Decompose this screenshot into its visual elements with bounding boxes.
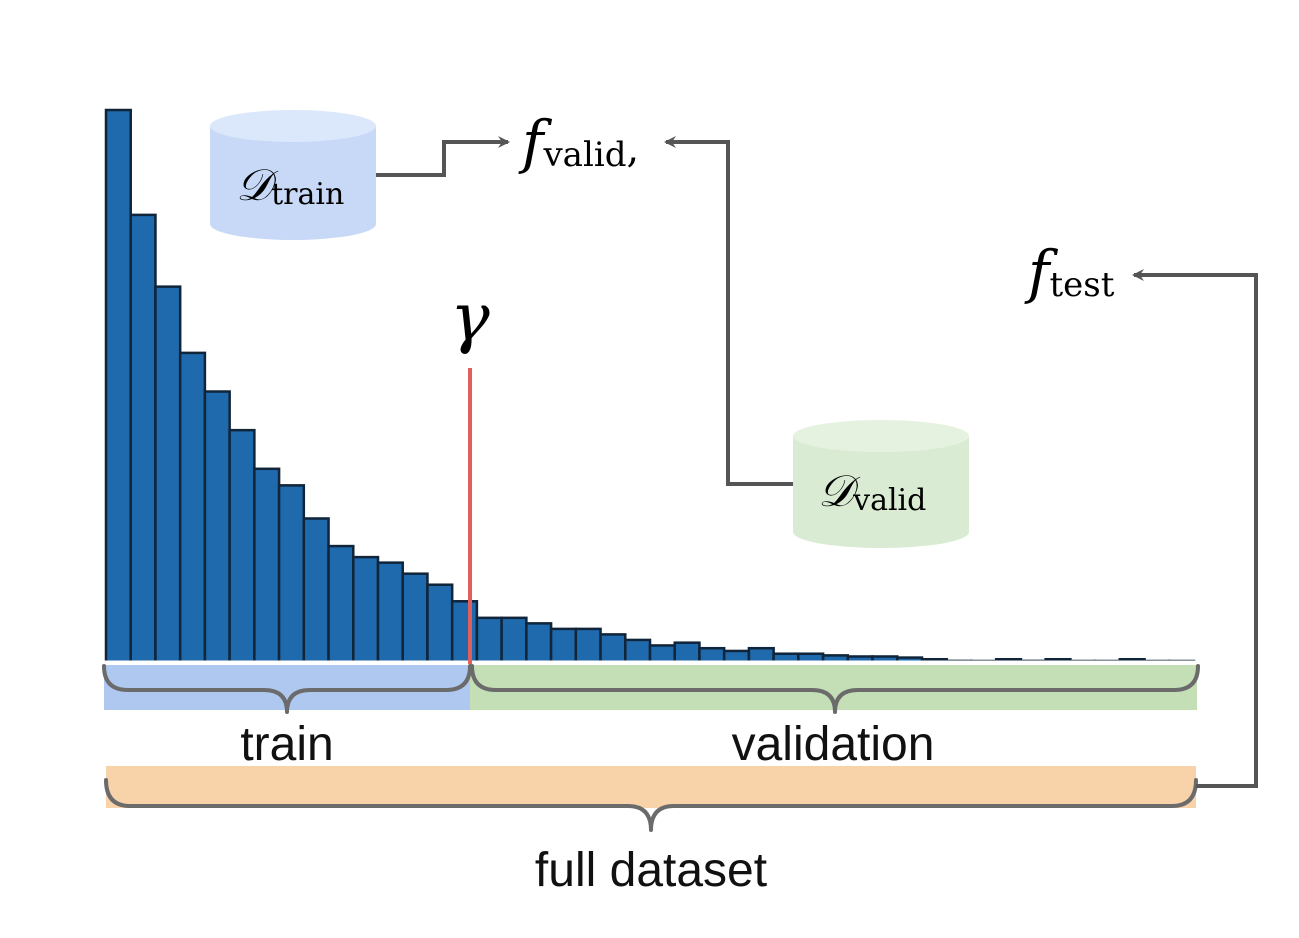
histogram-bar-15 — [450, 600, 479, 664]
histogram-bar-8 — [277, 484, 306, 664]
histogram-bar-20 — [574, 627, 602, 664]
train-label: train — [240, 718, 333, 771]
histogram-bar-6 — [228, 428, 256, 664]
f-valid-label: fvalid, — [518, 108, 639, 176]
histogram-bar-22 — [624, 638, 652, 664]
d-train-to-f-valid-arrow — [376, 136, 510, 177]
histogram-bar-11 — [352, 555, 380, 664]
histogram-bar-13 — [401, 572, 429, 664]
histogram-bar-9 — [302, 517, 330, 664]
full-dataset-to-f-test-arrow — [1132, 269, 1258, 788]
histogram-bar-23 — [648, 644, 676, 664]
histogram-bar-19 — [549, 627, 578, 664]
histogram-bar-17 — [500, 616, 528, 664]
histogram-bar-7 — [253, 467, 281, 664]
histogram-bar-18 — [525, 622, 553, 664]
d-train-database-icon: 𝒟train — [210, 110, 376, 240]
histogram-bar-10 — [327, 544, 355, 664]
histogram-bar-25 — [698, 646, 726, 664]
histogram-bar-16 — [475, 616, 503, 664]
validation-brace — [470, 664, 1200, 714]
gamma-label: γ — [450, 279, 490, 356]
histogram-bar-3 — [154, 285, 182, 664]
histogram-bar-5 — [203, 390, 231, 664]
d-valid-label: 𝒟valid — [818, 466, 926, 518]
full-dataset-band — [106, 766, 1196, 808]
validation-label: validation — [732, 718, 935, 771]
f-test-label: ftest — [1024, 238, 1115, 306]
d-valid-to-f-valid-arrow — [664, 136, 793, 486]
histogram-bar-12 — [376, 561, 404, 664]
train-brace — [102, 664, 472, 714]
histogram-bar-4 — [178, 351, 207, 664]
full-dataset-label: full dataset — [535, 844, 767, 897]
histogram-bar-1 — [104, 108, 132, 664]
d-valid-database-icon: 𝒟valid — [793, 420, 969, 548]
histogram-bar-21 — [599, 633, 627, 664]
full-dataset-brace — [104, 778, 1198, 832]
histogram-bar-14 — [426, 583, 454, 664]
histogram-bar-27 — [747, 646, 775, 664]
histogram-bar-24 — [673, 641, 701, 664]
d-train-label: 𝒟train — [236, 160, 344, 212]
histogram-bar-26 — [722, 649, 751, 664]
histogram-bar-2 — [129, 213, 157, 664]
